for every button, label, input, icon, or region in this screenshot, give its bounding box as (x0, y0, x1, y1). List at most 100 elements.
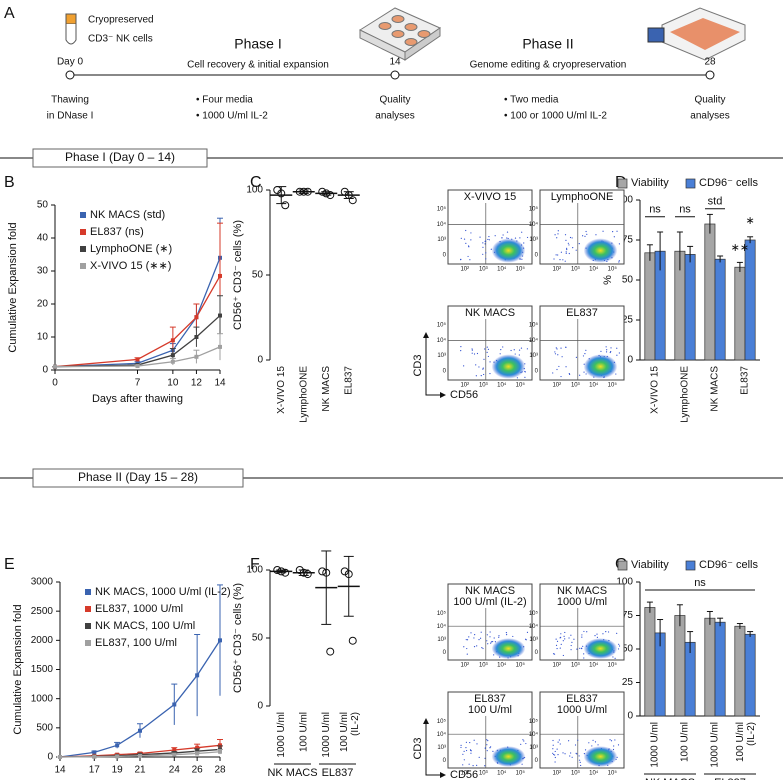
flow-event (473, 353, 476, 355)
flow-event (476, 352, 479, 355)
significance-label: ∗ (745, 215, 754, 227)
y-tick-label: 1500 (31, 664, 54, 675)
flow-event (476, 645, 478, 647)
legend-swatch (80, 229, 86, 235)
flow-event (490, 641, 493, 643)
flow-event (472, 765, 474, 767)
bar (734, 266, 746, 361)
flow-x-tick-label: 10⁵ (516, 382, 526, 389)
point (138, 753, 142, 758)
flow-x-tick-label: 10⁵ (516, 662, 526, 669)
note: in DNase I (47, 111, 94, 122)
legend-swatch (685, 178, 696, 189)
flow-event (618, 243, 620, 245)
flow-event (571, 756, 573, 758)
point (218, 273, 222, 278)
flow-event (596, 636, 598, 638)
flow-event (617, 648, 620, 650)
flow-event (470, 232, 472, 234)
point (172, 702, 177, 707)
flow-event (470, 752, 472, 754)
vial-icon (65, 13, 77, 45)
point (195, 745, 200, 750)
flow-event (513, 349, 515, 351)
flow-event (493, 637, 495, 639)
flow-event (500, 349, 502, 351)
flow-y-tick-label: 10⁵ (437, 718, 447, 725)
flow-y-tick-label: 10⁴ (529, 337, 539, 344)
flow-event (570, 649, 572, 651)
x-tick-label: 100 U/ml(IL-2) (735, 722, 757, 762)
flow-event (585, 230, 587, 233)
flow-plot-title: X-VIVO 15 (464, 191, 517, 203)
flow-event (606, 349, 608, 351)
flow-event (554, 353, 557, 355)
data-point (303, 570, 312, 579)
flow-population (583, 638, 618, 659)
flow-event (616, 632, 618, 634)
point (172, 748, 177, 752)
data-point (318, 187, 327, 196)
group-label: NK MACS (267, 767, 317, 779)
flow-event (569, 236, 572, 239)
flow-event (562, 654, 564, 657)
flow-event (479, 236, 481, 238)
flow-event (466, 639, 469, 641)
y-tick-label: 500 (36, 722, 53, 733)
point (218, 344, 222, 349)
point (218, 743, 222, 748)
x-tick-label: 100 U/ml(IL-2) (338, 712, 360, 752)
flow-event (519, 237, 521, 239)
point (195, 751, 200, 756)
point (218, 749, 222, 754)
legend-swatch (85, 623, 91, 629)
plate-icon (358, 7, 442, 61)
x-tick-label: LymphoONE (680, 366, 691, 423)
x-tick-label: 10 (167, 378, 179, 389)
point (195, 749, 200, 754)
flow-event (560, 347, 562, 349)
y-tick-label: 0 (627, 355, 633, 366)
flow-event (568, 244, 570, 246)
y-tick-label: 100 (246, 185, 263, 196)
flow-event (471, 352, 473, 354)
flow-event (558, 365, 560, 368)
data-point (299, 568, 308, 577)
arrow-head (423, 718, 446, 778)
flow-x-tick-label: 10⁵ (608, 662, 618, 669)
y-tick-label: 25 (622, 677, 634, 688)
flow-event (602, 633, 604, 635)
flow-event (494, 235, 496, 237)
flow-event (525, 639, 527, 641)
flow-y-tick-label: 0 (443, 368, 447, 374)
point (218, 638, 222, 643)
y-tick-label: 100 (616, 195, 633, 206)
flow-event (610, 347, 612, 349)
flow-event (564, 260, 566, 262)
flow-event (556, 647, 558, 650)
flow-event (510, 349, 512, 352)
flow-event (585, 349, 587, 351)
flow-x-tick-label: 10⁴ (589, 266, 599, 273)
flow-x-tick-label: 10³ (571, 771, 580, 777)
flow-event (522, 739, 524, 741)
flow-event (518, 349, 521, 351)
flow-y-tick-label: 10³ (437, 353, 446, 359)
panel-letter: C (250, 174, 262, 191)
flow-event (579, 761, 581, 763)
flow-event (482, 242, 484, 244)
flow-event (505, 632, 508, 634)
flow-event (560, 375, 562, 378)
flow-y-tick-label: 0 (443, 650, 447, 656)
point (92, 754, 97, 759)
y-tick-label: 50 (622, 644, 634, 655)
data-point (322, 568, 331, 577)
flow-event (498, 635, 500, 637)
flow-population (491, 238, 526, 263)
flow-event (568, 637, 570, 639)
flow-event (465, 229, 467, 232)
flow-event (483, 358, 485, 360)
phase-subtitle: Cell recovery & initial expansion (187, 60, 329, 71)
x-tick-label: NK MACS (710, 366, 721, 412)
flow-event (465, 747, 467, 749)
